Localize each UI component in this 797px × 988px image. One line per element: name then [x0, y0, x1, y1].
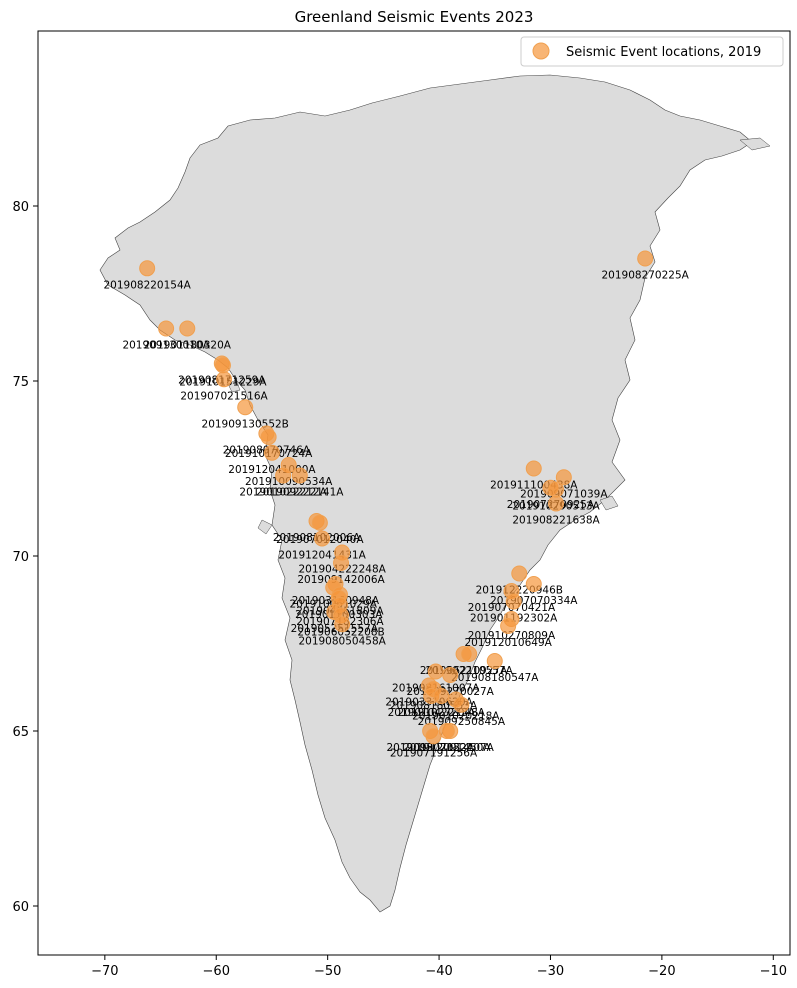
y-tick-label: 70 [12, 550, 29, 565]
event-label: 201901180320A [144, 340, 232, 352]
x-tick-label: −40 [425, 964, 452, 979]
event-label: 201910270809A [468, 630, 556, 642]
event-label: 201912091450A [403, 742, 491, 754]
event-marker[interactable] [333, 555, 350, 571]
event-marker[interactable] [263, 444, 280, 461]
event-label: 201909250845A [418, 716, 506, 728]
event-label: 201908270225A [601, 270, 689, 282]
event-marker[interactable] [425, 728, 442, 745]
event-label: 201901042213A [388, 707, 476, 719]
event-label: 201909302152A [386, 742, 474, 754]
x-tick-label: −30 [537, 964, 564, 979]
event-marker[interactable] [453, 696, 470, 713]
event-label: 201907022107A [407, 742, 495, 754]
event-label: 201909071039A [520, 488, 608, 500]
event-marker[interactable] [275, 467, 292, 484]
event-marker[interactable] [314, 530, 331, 547]
greenland-landmass [99, 74, 771, 913]
event-label: 201910090534A [245, 476, 333, 488]
event-marker[interactable] [433, 688, 450, 704]
y-tick-label: 65 [12, 725, 29, 740]
event-marker[interactable] [237, 399, 254, 416]
event-label: 201901022212A [239, 487, 327, 499]
event-marker[interactable] [158, 320, 175, 337]
y-tick-label: 60 [12, 900, 29, 915]
event-label: 201906052208B [297, 627, 384, 639]
event-label: 201908050458A [298, 635, 386, 647]
chart-title: Greenland Seismic Events 2023 [295, 8, 534, 26]
event-marker[interactable] [214, 357, 231, 374]
event-label: 201909130552B [202, 418, 289, 430]
event-label: 201905251557A [291, 623, 379, 635]
y-tick-label: 80 [12, 200, 29, 215]
event-label: 201907191256A [390, 747, 478, 759]
x-tick-label: −20 [648, 964, 675, 979]
x-axis: −70 −60 −50 −40 −30 −20 −10 [91, 955, 787, 979]
axes-frame [37, 30, 791, 956]
legend-marker [532, 42, 550, 60]
event-marker[interactable] [548, 481, 565, 498]
event-marker[interactable] [555, 469, 572, 486]
event-marker[interactable] [291, 467, 308, 484]
event-marker[interactable] [500, 618, 517, 634]
event-marker[interactable] [461, 646, 478, 662]
event-label: 201908220154A [103, 279, 191, 291]
event-marker[interactable] [260, 429, 277, 445]
event-label: 201908221638A [512, 515, 600, 527]
event-marker[interactable] [334, 616, 351, 633]
event-label: 201909222141A [256, 487, 344, 499]
event-marker[interactable] [139, 260, 156, 277]
event-marker[interactable] [442, 667, 459, 683]
event-label: 201912041431A [278, 550, 366, 562]
event-marker[interactable] [637, 250, 654, 267]
event-marker[interactable] [548, 495, 565, 512]
y-axis: 60 65 70 75 80 [12, 200, 38, 915]
event-marker[interactable] [486, 653, 503, 669]
event-label: 201912010649A [464, 637, 552, 649]
event-marker[interactable] [505, 593, 522, 610]
x-tick-label: −70 [91, 964, 118, 979]
legend-box [520, 36, 784, 67]
island [599, 495, 619, 511]
event-marker[interactable] [179, 320, 196, 337]
island [257, 519, 273, 535]
island [739, 137, 771, 151]
x-tick-label: −60 [203, 964, 230, 979]
event-label: 201909130010A [122, 340, 210, 352]
event-marker[interactable] [511, 565, 528, 582]
x-tick-label: −50 [314, 964, 341, 979]
event-marker[interactable] [525, 576, 542, 592]
event-marker[interactable] [427, 663, 444, 680]
event-marker[interactable] [311, 514, 328, 531]
legend: Seismic Event locations, 2019 [520, 36, 784, 67]
x-tick-label: −10 [760, 964, 787, 979]
event-marker[interactable] [216, 371, 233, 388]
y-tick-label: 75 [12, 375, 29, 390]
event-markers [139, 250, 654, 745]
legend-label: Seismic Event locations, 2019 [566, 45, 761, 60]
event-marker[interactable] [525, 460, 542, 477]
event-label: 201901020218A [412, 711, 500, 723]
event-label: 201907021516A [180, 390, 268, 402]
event-marker[interactable] [438, 723, 455, 739]
event-label: 201908180547A [451, 672, 539, 684]
